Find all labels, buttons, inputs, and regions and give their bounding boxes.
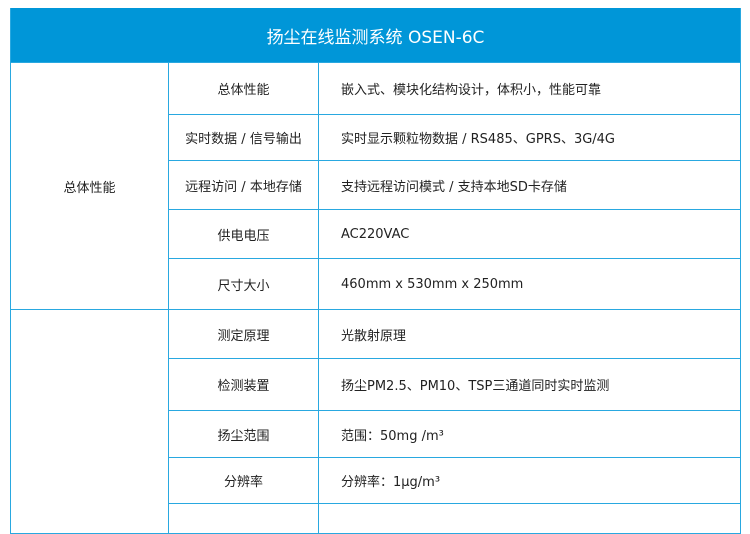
group-label: [10, 309, 169, 534]
spec-value: 光散射原理: [318, 309, 741, 359]
spec-key: 实时数据 / 信号输出: [168, 114, 319, 161]
spec-value: 实时显示颗粒物数据 / RS485、GPRS、3G/4G: [318, 114, 741, 161]
spec-key-empty: [168, 503, 319, 534]
table-title: 扬尘在线监测系统 OSEN-6C: [10, 8, 741, 62]
table-row: 检测装置 扬尘PM2.5、PM10、TSP三通道同时实时监测: [11, 358, 741, 411]
spec-value: AC220VAC: [318, 209, 741, 259]
table-row: 分辨率 分辨率：1μg/m³: [11, 457, 741, 504]
group-label: 总体性能: [10, 62, 169, 310]
spec-value: 范围：50mg /m³: [318, 410, 741, 458]
table-row: 供电电压 AC220VAC: [11, 209, 741, 259]
spec-key: 分辨率: [168, 457, 319, 504]
spec-key: 远程访问 / 本地存储: [168, 160, 319, 210]
spec-key: 尺寸大小: [168, 258, 319, 310]
table-row: 实时数据 / 信号输出 实时显示颗粒物数据 / RS485、GPRS、3G/4G: [11, 114, 741, 161]
spec-key: 扬尘范围: [168, 410, 319, 458]
table-row: 测定原理 光散射原理: [10, 309, 741, 534]
spec-key: 供电电压: [168, 209, 319, 259]
spec-value: 嵌入式、模块化结构设计，体积小，性能可靠: [318, 62, 741, 115]
table-row: 远程访问 / 本地存储 支持远程访问模式 / 支持本地SD卡存储: [11, 160, 741, 210]
spec-table: 总体性能 总体性能 嵌入式、模块化结构设计，体积小，性能可靠 实时数据 / 信号…: [10, 62, 741, 534]
spec-key: 测定原理: [168, 309, 319, 359]
spec-value: 支持远程访问模式 / 支持本地SD卡存储: [318, 160, 741, 210]
spec-key: 总体性能: [168, 62, 319, 115]
table-row: 总体性能 总体性能 嵌入式、模块化结构设计，体积小，性能可靠: [10, 62, 741, 310]
spec-value-empty: [318, 503, 741, 534]
table-row: 扬尘范围 范围：50mg /m³: [11, 410, 741, 458]
spec-value: 扬尘PM2.5、PM10、TSP三通道同时实时监测: [318, 358, 741, 411]
spec-value: 460mm x 530mm x 250mm: [318, 258, 741, 310]
spec-key: 检测装置: [168, 358, 319, 411]
spec-sheet: 扬尘在线监测系统 OSEN-6C 总体性能 总体性能 嵌入式、模块化结构设计，体…: [10, 8, 741, 534]
table-row: 尺寸大小 460mm x 530mm x 250mm: [11, 258, 741, 310]
spec-value: 分辨率：1μg/m³: [318, 457, 741, 504]
